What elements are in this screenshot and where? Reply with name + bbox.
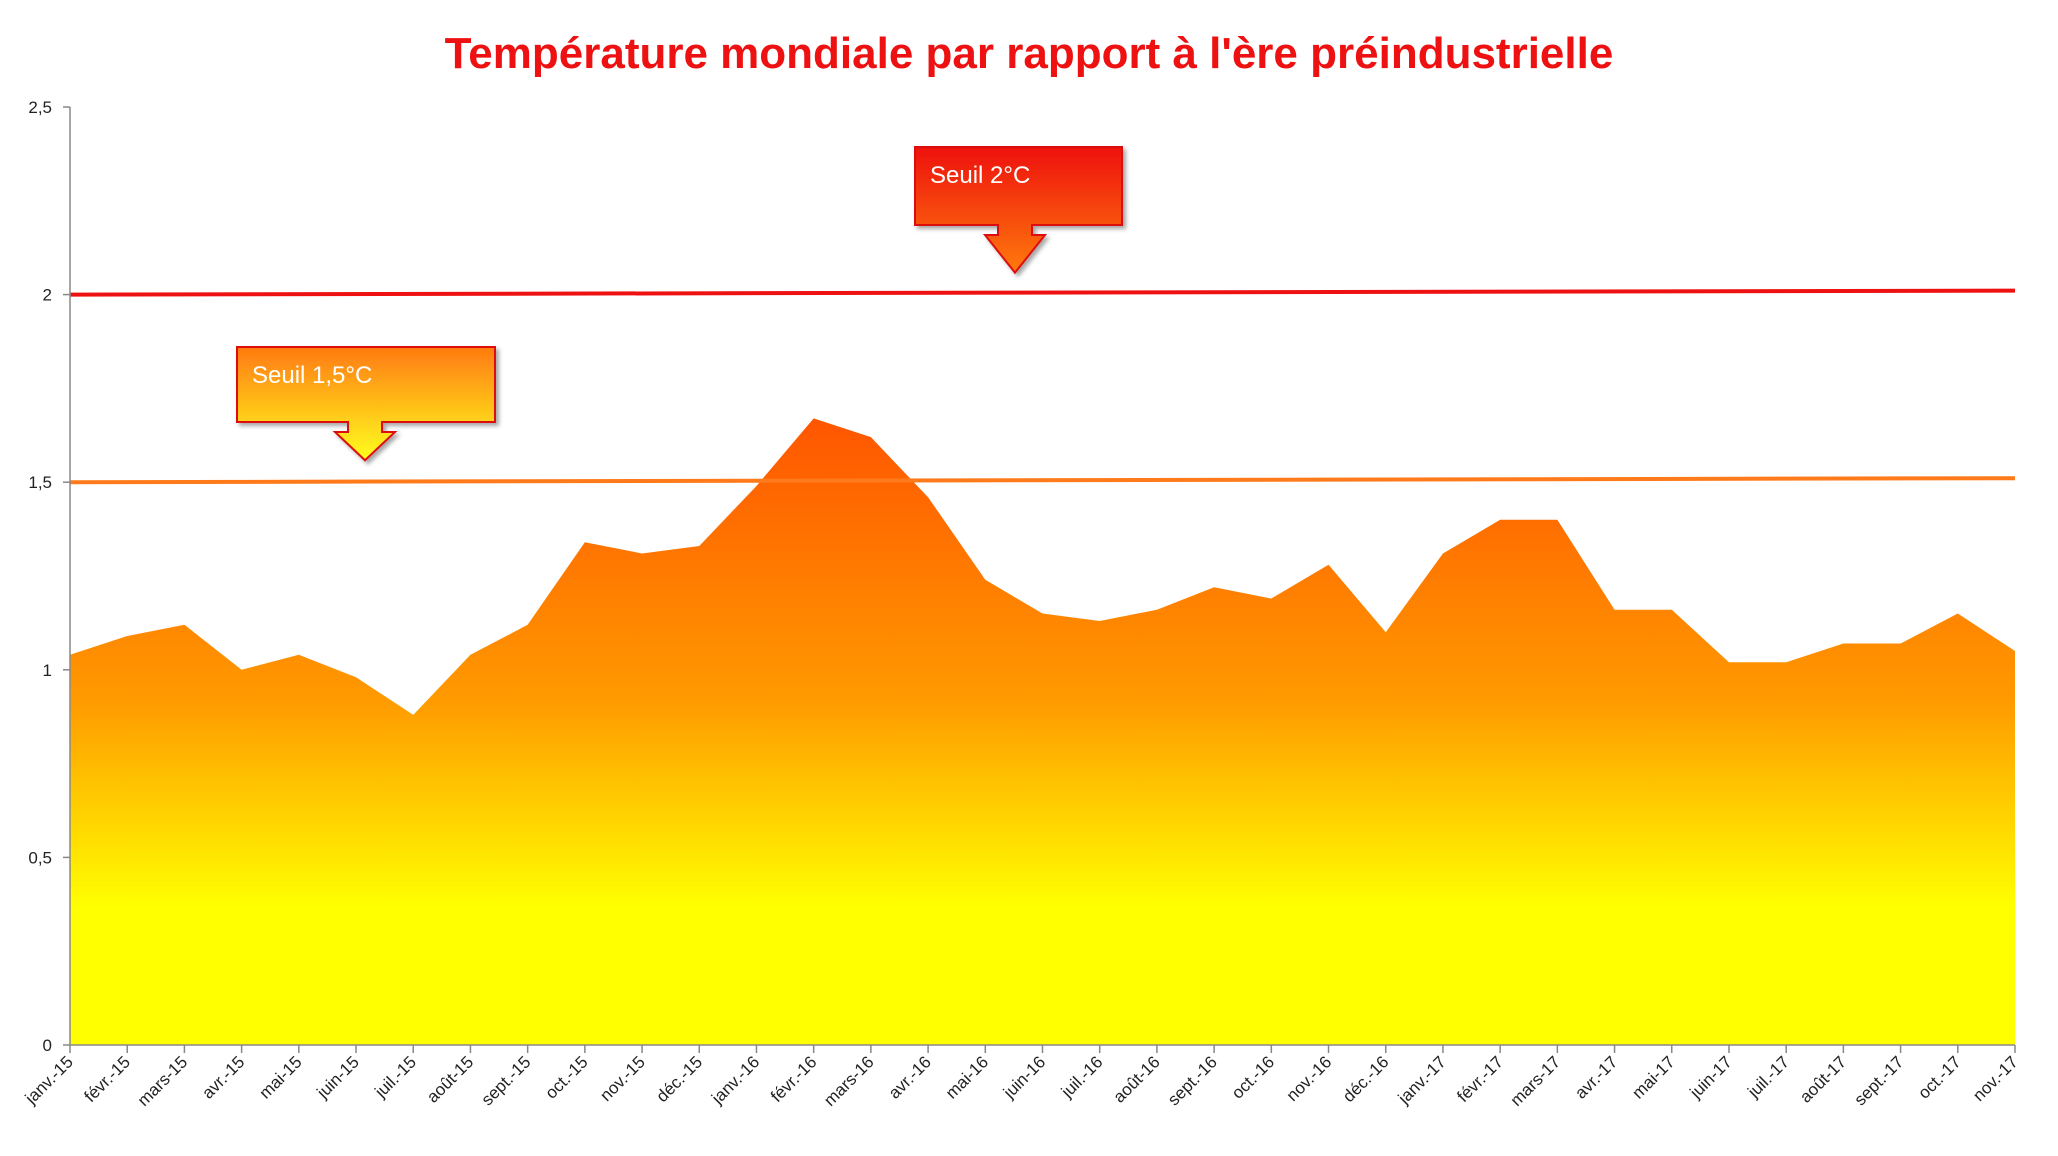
x-tick-label: oct.-17 xyxy=(1914,1052,1964,1102)
x-tick-label: sept.-17 xyxy=(1851,1052,1908,1109)
x-tick-label: déc.-16 xyxy=(1339,1052,1393,1106)
y-tick-label: 2,5 xyxy=(28,98,52,117)
callout-seuil-1-5c xyxy=(236,346,496,462)
y-tick-label: 1 xyxy=(43,661,52,680)
x-tick-label: juil.-15 xyxy=(370,1052,420,1102)
x-tick-label: juin-16 xyxy=(999,1052,1049,1102)
callout-seuil-2c xyxy=(914,146,1123,275)
x-tick-label: mai-16 xyxy=(942,1052,992,1102)
x-tick-label: déc.-15 xyxy=(653,1052,707,1106)
x-tick-label: sept.-16 xyxy=(1164,1052,1221,1109)
y-tick-label: 1,5 xyxy=(28,473,52,492)
callout-seuil-2c-label: Seuil 2°C xyxy=(930,162,1030,189)
x-tick-label: mars-16 xyxy=(820,1052,878,1110)
x-tick-label: mars-17 xyxy=(1507,1052,1565,1110)
x-tick-label: juin-15 xyxy=(313,1052,363,1102)
x-tick-label: nov.-15 xyxy=(596,1052,649,1105)
x-tick-label: nov.-17 xyxy=(1969,1052,2022,1105)
x-tick-label: avr.-16 xyxy=(885,1052,935,1102)
x-tick-label: mai-17 xyxy=(1628,1052,1678,1102)
y-tick-label: 0 xyxy=(43,1036,52,1055)
x-tick-label: févr.-15 xyxy=(81,1052,135,1106)
x-tick-label: mars-15 xyxy=(134,1052,192,1110)
threshold-line-2c xyxy=(69,288,2016,297)
temperature-area xyxy=(70,418,2015,1045)
x-tick-label: oct.-16 xyxy=(1228,1052,1278,1102)
x-tick-label: avr.-17 xyxy=(1571,1052,1621,1102)
chart-title: Température mondiale par rapport à l'ère… xyxy=(445,29,1614,78)
x-tick-label: janv.-15 xyxy=(21,1052,77,1108)
threshold-line-1-5c xyxy=(69,476,2016,485)
x-tick-label: août-17 xyxy=(1796,1052,1850,1106)
x-tick-label: juil.-17 xyxy=(1743,1052,1793,1102)
x-tick-label: avr.-15 xyxy=(198,1052,248,1102)
callout-seuil-1-5c-label: Seuil 1,5°C xyxy=(252,362,372,389)
x-tick-label: janv.-16 xyxy=(707,1052,763,1108)
y-tick-label: 2 xyxy=(43,286,52,305)
x-tick-label: nov.-16 xyxy=(1283,1052,1336,1105)
x-tick-label: juil.-16 xyxy=(1057,1052,1107,1102)
x-tick-label: févr.-16 xyxy=(767,1052,821,1106)
x-tick-label: juin-17 xyxy=(1686,1052,1736,1102)
x-tick-label: août-15 xyxy=(423,1052,477,1106)
x-tick-label: févr.-17 xyxy=(1453,1052,1507,1106)
x-tick-label: oct.-15 xyxy=(541,1052,591,1102)
x-tick-label: sept.-15 xyxy=(478,1052,535,1109)
y-tick-label: 0,5 xyxy=(28,848,52,867)
x-tick-label: janv.-17 xyxy=(1394,1052,1450,1108)
x-tick-label: août-16 xyxy=(1110,1052,1164,1106)
x-tick-label: mai-15 xyxy=(255,1052,305,1102)
